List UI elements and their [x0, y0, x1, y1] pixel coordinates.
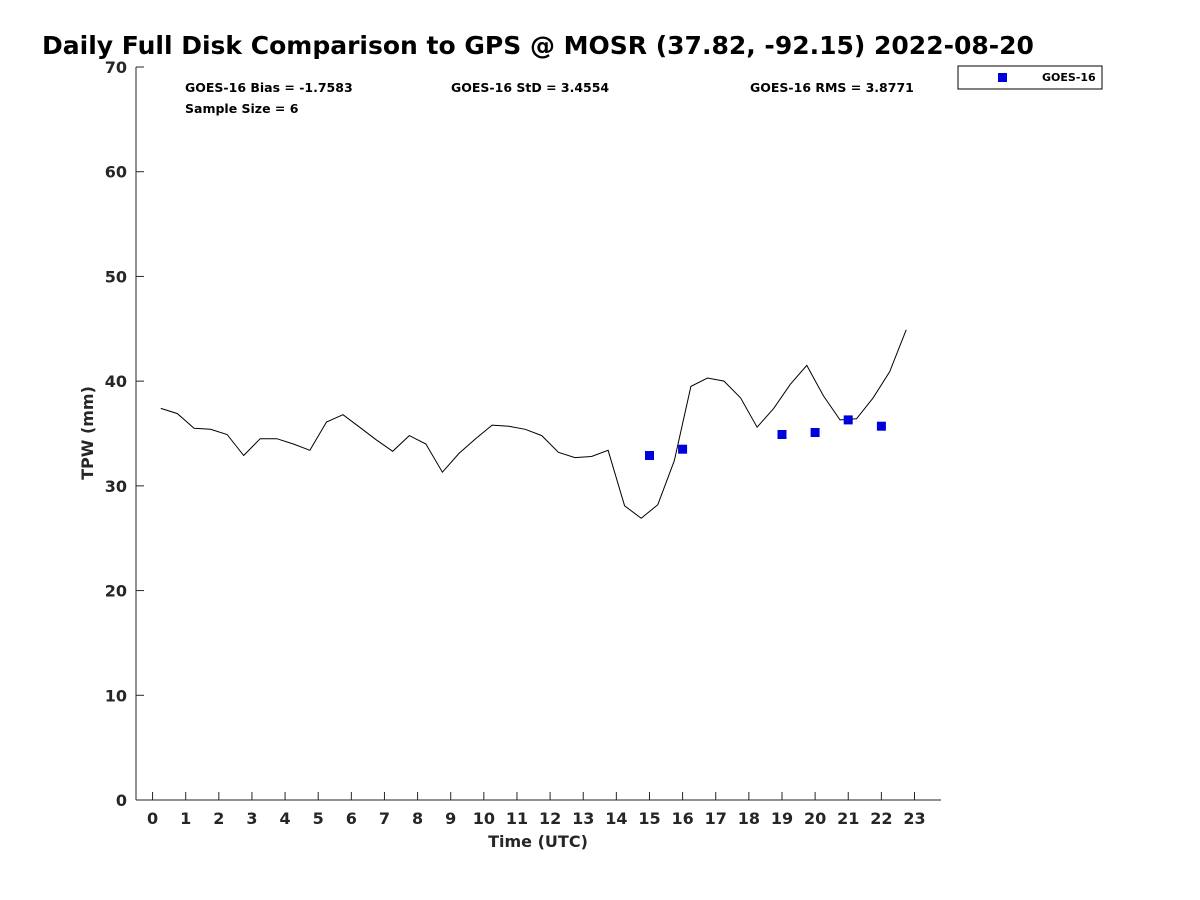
y-tick-label: 50: [105, 267, 127, 286]
x-ticks: 0 1 2 3 4 5 6 7 8 9 10 11 12 13 14 15 16 17 18 19 20 21 22 23: [147, 792, 926, 828]
y-ticks: 0 10 20 30 40 50 60 70: [105, 58, 144, 810]
legend-marker: [998, 73, 1007, 82]
x-tick-label: 21: [837, 809, 859, 828]
y-tick-label: 10: [105, 686, 127, 705]
goes16-point: [876, 421, 886, 431]
gps-tpw-line: [160, 329, 907, 519]
legend-box: [957, 65, 1103, 90]
x-tick-label: 18: [738, 809, 760, 828]
x-tick-label: 16: [671, 809, 693, 828]
bias-stat: GOES-16 Bias = -1.7583: [185, 80, 353, 95]
x-axis-label: Time (UTC): [488, 832, 588, 851]
std-stat: GOES-16 StD = 3.4554: [451, 80, 609, 95]
x-tick-label: 17: [705, 809, 727, 828]
x-tick-label: 19: [771, 809, 793, 828]
y-tick-label: 20: [105, 582, 127, 601]
y-tick-label: 40: [105, 372, 127, 391]
goes16-point: [810, 428, 820, 437]
x-tick-label: 11: [506, 809, 528, 828]
y-tick-label: 70: [105, 58, 127, 77]
sample-size-stat: Sample Size = 6: [185, 101, 299, 116]
x-tick-label: 3: [246, 809, 257, 828]
rms-stat: GOES-16 RMS = 3.8771: [750, 80, 914, 95]
x-tick-label: 0: [147, 809, 158, 828]
x-tick-label: 23: [903, 809, 925, 828]
x-tick-label: 7: [379, 809, 390, 828]
goes16-point: [678, 444, 688, 454]
x-tick-label: 1: [180, 809, 191, 828]
chart-title: Daily Full Disk Comparison to GPS @ MOSR…: [42, 31, 1034, 60]
series-layer: [160, 329, 907, 519]
x-tick-label: 4: [280, 809, 291, 828]
x-tick-label: 20: [804, 809, 826, 828]
x-tick-label: 10: [473, 809, 495, 828]
goes16-point: [843, 415, 853, 425]
x-tick-label: 6: [346, 809, 357, 828]
y-tick-label: 0: [116, 791, 127, 810]
x-tick-label: 14: [605, 809, 627, 828]
x-tick-label: 15: [638, 809, 660, 828]
x-tick-label: 12: [539, 809, 561, 828]
goes16-point: [645, 451, 654, 460]
x-tick-label: 22: [870, 809, 892, 828]
x-tick-label: 9: [445, 809, 456, 828]
goes16-point: [777, 430, 787, 439]
x-tick-label: 13: [572, 809, 594, 828]
x-tick-label: 2: [213, 809, 224, 828]
x-tick-label: 5: [313, 809, 324, 828]
legend: GOES-16: [957, 65, 1103, 90]
y-axis-label: TPW (mm): [78, 386, 97, 480]
x-tick-label: 8: [412, 809, 423, 828]
legend-label: GOES-16: [1042, 71, 1096, 84]
y-tick-label: 30: [105, 477, 127, 496]
y-tick-label: 60: [105, 163, 127, 182]
